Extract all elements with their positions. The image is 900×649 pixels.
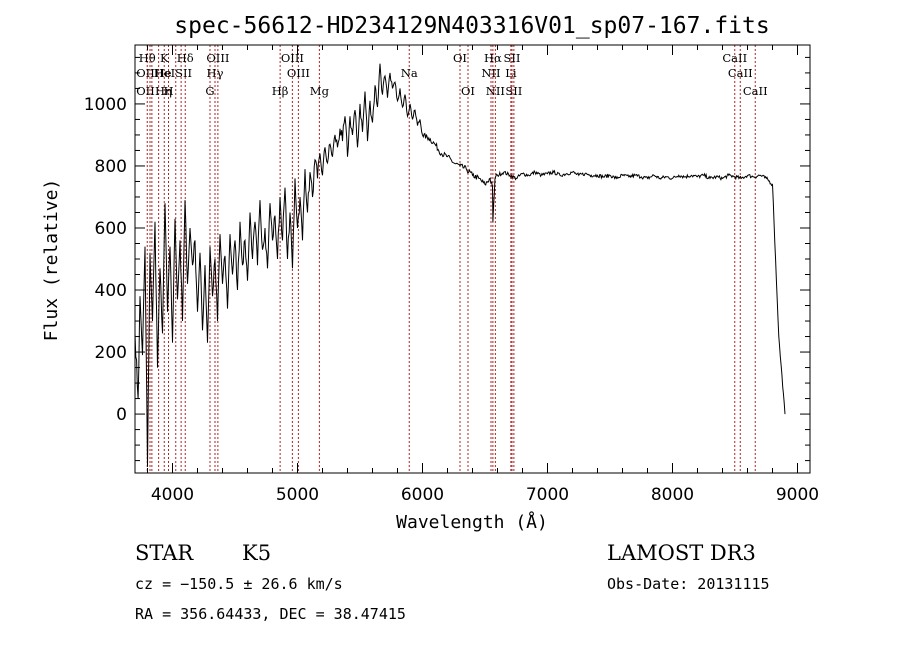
line-label-19: NII: [481, 66, 500, 80]
y-tick-label-2: 400: [95, 281, 127, 301]
line-label-0: Hθ: [139, 51, 156, 65]
cluster-label-1: HeISII: [154, 66, 192, 80]
line-label-18: OI: [461, 84, 475, 98]
line-label-26: CaII: [728, 66, 753, 80]
redshift-info: cz = −150.5 ± 26.6 km/s: [135, 575, 343, 593]
line-label-27: CaII: [743, 84, 768, 98]
spectral-line-markers: [146, 45, 756, 473]
survey-name: LAMOST DR3: [607, 541, 756, 565]
line-label-8: Hδ: [177, 51, 194, 65]
cluster-label-2: OII: [136, 84, 155, 98]
coordinates-info: RA = 356.64433, DEC = 38.47415: [135, 605, 406, 623]
line-label-14: OIII: [287, 66, 310, 80]
y-tick-label-0: 0: [116, 405, 127, 425]
line-label-24: SII: [505, 84, 522, 98]
line-label-15: Mg: [310, 84, 330, 98]
line-label-5: H: [163, 84, 173, 98]
line-label-10: Hγ: [207, 66, 224, 80]
line-label-25: CaII: [722, 51, 747, 65]
chart-title: spec-56612-HD234129N403316V01_sp07-167.f…: [174, 13, 769, 39]
line-label-13: OIII: [281, 51, 304, 65]
object-subclass: K5: [242, 541, 271, 565]
x-tick-label-5: 9000: [776, 485, 819, 505]
x-tick-label-4: 8000: [651, 485, 694, 505]
observation-date: Obs-Date: 20131115: [607, 575, 770, 593]
line-label-17: OI: [453, 51, 467, 65]
spectral-line-labels: Hθ KHHδGHγOIIIHβOIIIOIIIMgNaOIOINIIHαNIIL…: [136, 51, 767, 98]
line-label-9: G: [205, 84, 214, 98]
x-tick-label-1: 5000: [276, 485, 319, 505]
y-tick-label-5: 1000: [84, 95, 127, 115]
y-tick-label-3: 600: [95, 219, 127, 239]
line-label-21: NII: [486, 84, 505, 98]
x-tick-label-2: 6000: [401, 485, 444, 505]
y-tick-label-4: 800: [95, 157, 127, 177]
line-label-20: Hα: [484, 51, 502, 65]
x-tick-label-0: 4000: [151, 485, 194, 505]
line-label-4: K: [160, 51, 169, 65]
object-class: STAR: [135, 541, 194, 565]
x-tick-label-3: 7000: [526, 485, 569, 505]
x-axis-ticks: 4000 5000 6000 7000 8000 9000: [147, 45, 819, 505]
line-label-22: Li: [505, 66, 517, 80]
spectrum-line: [134, 63, 786, 467]
cluster-label-3: Hη: [155, 84, 172, 98]
cluster-label-0: OIIHe: [136, 66, 172, 80]
line-label-23: SII: [504, 51, 521, 65]
line-label-11: OIII: [206, 51, 229, 65]
y-axis-ticks: 0 200 400 600 800 1000: [84, 56, 810, 462]
y-axis-label: Flux (relative): [41, 179, 62, 342]
line-label-12: Hβ: [272, 84, 289, 98]
line-label-16: Na: [401, 66, 418, 80]
x-axis-label: Wavelength (Å): [396, 511, 548, 533]
y-tick-label-1: 200: [95, 343, 127, 363]
